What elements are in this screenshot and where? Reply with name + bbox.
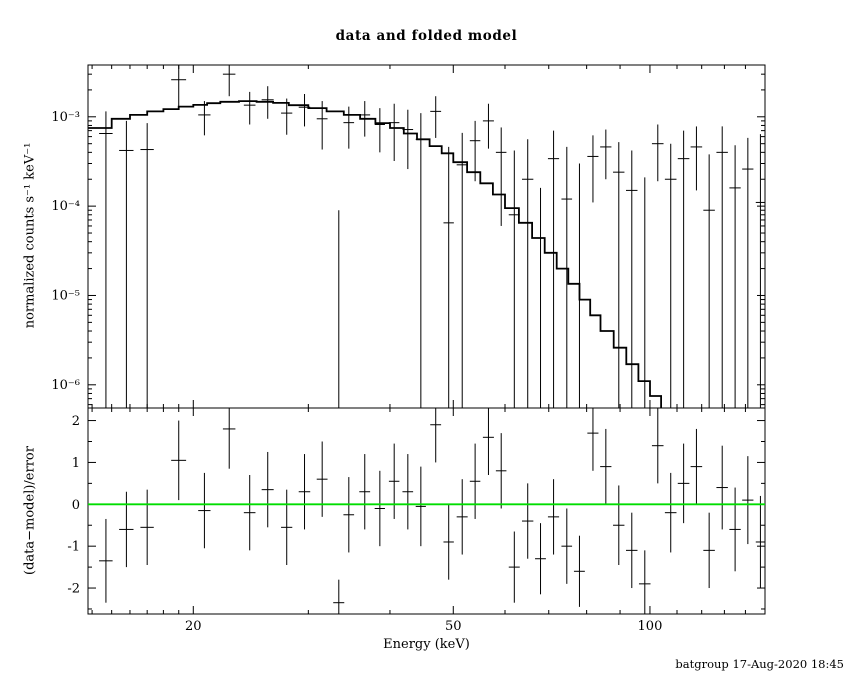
y-tick-label: -2 bbox=[67, 582, 80, 597]
x-tick-label: 20 bbox=[185, 619, 202, 634]
x-tick-label: 100 bbox=[638, 619, 663, 634]
y-tick-label: 10⁻⁶ bbox=[51, 378, 80, 393]
y-tick-label: 10⁻⁵ bbox=[51, 288, 80, 303]
y-tick-label: 2 bbox=[72, 414, 80, 429]
residuals-panel-frame bbox=[87, 407, 766, 615]
folded-model-line bbox=[88, 100, 662, 408]
spectrum-panel-frame bbox=[87, 64, 766, 409]
x-tick-label: 50 bbox=[445, 619, 462, 634]
x-axis-label: Energy (keV) bbox=[383, 637, 470, 652]
plot-title: data and folded model bbox=[335, 28, 518, 44]
y-tick-label: 10⁻⁴ bbox=[51, 199, 80, 214]
y-tick-label: 1 bbox=[72, 456, 80, 471]
timestamp: batgroup 17-Aug-2020 18:45 bbox=[675, 657, 844, 671]
y-tick-label: 10⁻³ bbox=[51, 110, 80, 125]
y-tick-label: -1 bbox=[67, 540, 80, 555]
y-tick-label: 0 bbox=[72, 498, 80, 513]
